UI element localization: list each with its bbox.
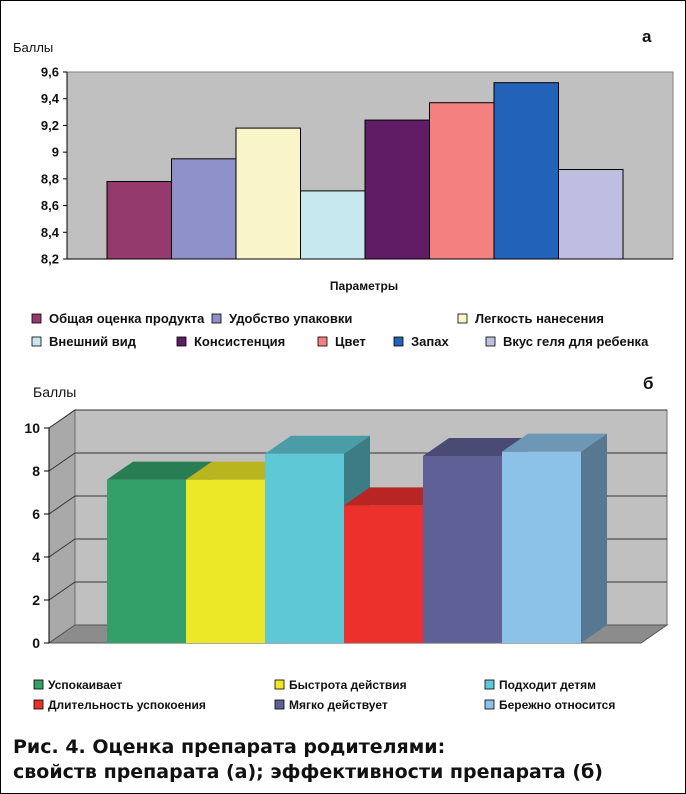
chart-b-gridline-side: [48, 538, 76, 558]
chart-b-legend-label: Бережно относится: [499, 698, 615, 712]
chart-a-legend-label: Запах: [411, 334, 449, 349]
chart-b-legend-swatch: [274, 679, 285, 690]
chart-a-panel-letter: а: [642, 27, 652, 46]
chart-b-legend-label: Подходит детям: [499, 678, 596, 692]
chart-b-bar-top: [423, 437, 528, 456]
chart-a-legend-swatch: [485, 336, 496, 347]
chart-a-bar: [429, 102, 495, 260]
chart-b-bar-top: [186, 461, 291, 480]
chart-a-legend-label: Внешний вид: [49, 334, 137, 349]
figure-caption: Рис. 4. Оценка препарата родителями: сво…: [13, 735, 673, 785]
chart-b-side-wall: [48, 409, 76, 644]
chart-b-gridline-side: [48, 495, 76, 515]
chart-b-legend-swatch: [484, 699, 495, 710]
chart-b-bar-front: [265, 453, 344, 643]
chart-a-ytick-label: 8,4: [41, 225, 60, 240]
chart-b-legend-label: Длительность успокоения: [48, 698, 206, 712]
chart-a-ytick-label: 8,2: [41, 252, 59, 267]
chart-a-bar: [300, 190, 366, 260]
chart-b-bar-side: [581, 433, 607, 643]
chart-a-legend-swatch: [317, 336, 328, 347]
chart-b-legend-swatch: [33, 679, 44, 690]
chart-a-ytick-label: 9,6: [41, 65, 59, 80]
chart-b-bar-front: [344, 505, 423, 643]
chart-b-ytick-label: 10: [24, 420, 40, 436]
chart-a-legend-label: Цвет: [335, 334, 366, 349]
caption-line-2: свойств препарата (а); эффективности пре…: [13, 761, 603, 783]
chart-b-bar-top: [107, 461, 212, 480]
chart-b-legend-swatch: [274, 699, 285, 710]
chart-b-ytick-label: 6: [32, 506, 40, 522]
caption-line-1: Рис. 4. Оценка препарата родителями:: [13, 736, 446, 758]
chart-a-legend-label: Общая оценка продукта: [49, 311, 205, 326]
chart-a-xlabel: Параметры: [330, 279, 398, 293]
chart-b-ytick-label: 0: [32, 635, 40, 651]
chart-a-legend-label: Легкость нанесения: [475, 311, 604, 326]
chart-a-legend-label: Консистенция: [194, 334, 285, 349]
chart-a-legend-label: Удобство упаковки: [229, 311, 352, 326]
chart-a-bar: [171, 158, 237, 260]
chart-b-panel-letter: б: [643, 374, 654, 393]
chart-b-gridline-side: [48, 409, 76, 429]
chart-a-bar: [558, 169, 624, 260]
chart-a-bar: [493, 82, 559, 260]
chart-b-bar-front: [107, 479, 186, 643]
chart-a-ylabel: Баллы: [13, 40, 53, 55]
chart-a-legend-swatch: [31, 313, 42, 324]
chart-b-legend-swatch: [33, 699, 44, 710]
chart-a-legend-swatch: [31, 336, 42, 347]
chart-a-ytick-label: 9: [52, 145, 59, 160]
chart-b-gridline-side: [48, 452, 76, 472]
chart-a-bar: [106, 181, 172, 260]
charts-canvas: Баллы а 8,2 8,4 8,6 8,8 9 9,2 9,4 9,6 Параметры Общ…: [13, 27, 674, 712]
chart-a-ytick-label: 9,2: [41, 118, 59, 133]
chart-b-bar-front: [423, 455, 502, 643]
chart-a-ytick-label: 9,4: [41, 91, 60, 106]
chart-b-legend-label: Быстрота действия: [289, 678, 407, 692]
chart-a-bar: [235, 127, 301, 260]
chart-a-legend-swatch: [211, 313, 222, 324]
chart-b-legend-swatch: [484, 679, 495, 690]
chart-b-bar-front: [186, 479, 265, 643]
chart-b-bar-front: [502, 451, 581, 643]
chart-a-legend-swatch: [393, 336, 404, 347]
chart-b-legend-label: Успокаивает: [48, 678, 122, 692]
chart-a-legend-label: Вкус геля для ребенка: [503, 334, 649, 349]
chart-b-gridline-side: [48, 581, 76, 601]
chart-b-ytick-label: 8: [32, 463, 40, 479]
chart-b-bar: [502, 433, 607, 643]
chart-b-bar-top: [344, 487, 449, 506]
chart-a-ytick-label: 8,8: [41, 171, 59, 186]
chart-a-ytick-label: 8,6: [41, 198, 59, 213]
chart-b-bar-top: [502, 433, 607, 452]
chart-b-ylabel: Баллы: [33, 384, 76, 400]
chart-b-legend-label: Мягко действует: [289, 698, 388, 712]
chart-b-ytick-label: 4: [32, 549, 40, 565]
chart-a-legend-swatch: [176, 336, 187, 347]
chart-a-bar: [364, 119, 430, 260]
chart-b-ytick-label: 2: [32, 592, 40, 608]
chart-a-legend-swatch: [457, 313, 468, 324]
chart-b-bar-top: [265, 435, 370, 454]
